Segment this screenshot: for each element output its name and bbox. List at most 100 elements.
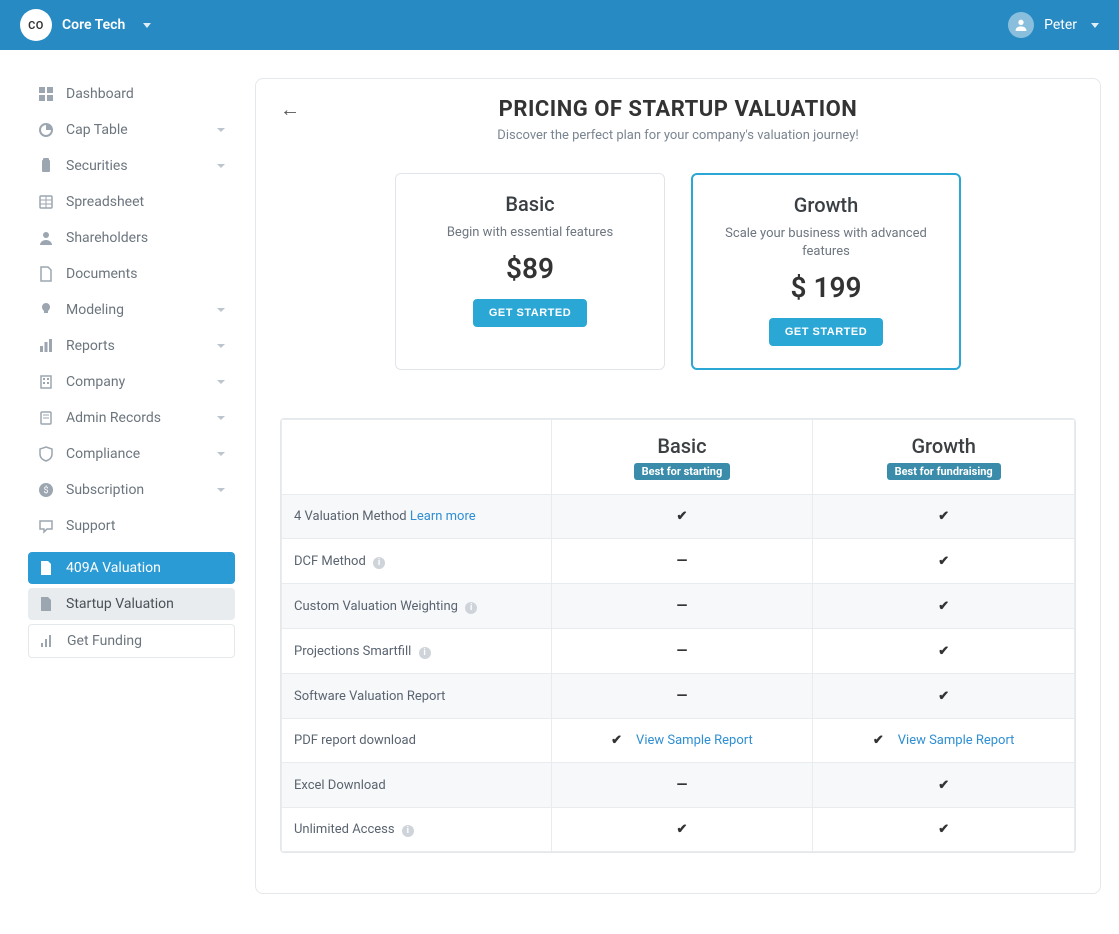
- company-icon: [38, 374, 54, 390]
- plan-name: Growth: [709, 193, 943, 217]
- plan-desc: Scale your business with advanced featur…: [709, 225, 943, 261]
- sidebar-item-cap-table[interactable]: Cap Table: [28, 114, 235, 146]
- user-menu[interactable]: Peter: [1008, 12, 1099, 38]
- plan-price: $89: [412, 252, 648, 285]
- support-icon: [38, 518, 54, 534]
- securities-icon: [38, 158, 54, 174]
- svg-text:$: $: [43, 485, 48, 496]
- sidebar-item-dashboard[interactable]: Dashboard: [28, 78, 235, 110]
- compare-col-growth: Growth Best for fundraising: [813, 420, 1075, 495]
- plan-price: $ 199: [709, 271, 943, 304]
- sidebar-item-modeling[interactable]: Modeling: [28, 294, 235, 326]
- feature-label: 4 Valuation Method: [294, 509, 407, 524]
- table-row: Excel Download: [282, 763, 1075, 808]
- feature-label: Custom Valuation Weighting: [294, 599, 458, 614]
- sidebar-item-label: Support: [66, 518, 225, 534]
- chevron-down-icon: [217, 488, 225, 492]
- compliance-icon: [38, 446, 54, 462]
- table-row: DCF Method i: [282, 539, 1075, 584]
- chevron-down-icon: [217, 452, 225, 456]
- sidebar-item-shareholders[interactable]: Shareholders: [28, 222, 235, 254]
- sidebar-item-admin-records[interactable]: Admin Records: [28, 402, 235, 434]
- sidebar-item-409a[interactable]: 409A Valuation: [28, 552, 235, 584]
- plan-name: Basic: [412, 192, 648, 216]
- topbar: CO Core Tech Peter: [0, 0, 1119, 50]
- subscription-icon: $: [38, 482, 54, 498]
- table-row: 4 Valuation Method Learn more: [282, 495, 1075, 539]
- chevron-down-icon: [217, 344, 225, 348]
- get-started-button[interactable]: GET STARTED: [473, 299, 587, 327]
- org-switcher[interactable]: CO Core Tech: [20, 9, 151, 41]
- sidebar-item-label: Securities: [66, 158, 217, 174]
- minus-icon: [677, 598, 688, 614]
- back-arrow-icon[interactable]: ←: [280, 97, 304, 122]
- check-icon: [611, 733, 622, 748]
- feature-label: Projections Smartfill: [294, 644, 411, 659]
- cap-table-icon: [38, 122, 54, 138]
- org-avatar: CO: [20, 9, 52, 41]
- admin-records-icon: [38, 410, 54, 426]
- chevron-down-icon: [217, 128, 225, 132]
- pricing-plans: Basic Begin with essential features $89 GET…: [280, 173, 1076, 370]
- user-name: Peter: [1044, 17, 1077, 33]
- feature-label: DCF Method: [294, 554, 366, 569]
- sidebar-item-support[interactable]: Support: [28, 510, 235, 542]
- sidebar: Dashboard Cap Table Securities Spreadsheet S…: [0, 50, 255, 934]
- comparison-table: Basic Best for starting Growth Best for …: [280, 418, 1076, 853]
- sidebar-item-label: Documents: [66, 266, 225, 282]
- sidebar-item-startup-valuation[interactable]: Startup Valuation: [28, 588, 235, 620]
- sidebar-item-label: Modeling: [66, 302, 217, 318]
- user-avatar-icon: [1008, 12, 1034, 38]
- sidebar-item-compliance[interactable]: Compliance: [28, 438, 235, 470]
- sidebar-item-label: Spreadsheet: [66, 194, 225, 210]
- info-icon[interactable]: i: [373, 557, 385, 569]
- doc-icon: [38, 596, 54, 612]
- sidebar-item-subscription[interactable]: $ Subscription: [28, 474, 235, 506]
- info-icon[interactable]: i: [465, 602, 477, 614]
- table-row: PDF report downloadView Sample ReportVie…: [282, 719, 1075, 763]
- sidebar-item-label: Subscription: [66, 482, 217, 498]
- plan-desc: Begin with essential features: [412, 224, 648, 242]
- doc-icon: [38, 560, 54, 576]
- sidebar-item-label: Admin Records: [66, 410, 217, 426]
- info-icon[interactable]: i: [419, 647, 431, 659]
- sidebar-item-documents[interactable]: Documents: [28, 258, 235, 290]
- documents-icon: [38, 266, 54, 282]
- feature-label: Unlimited Access: [294, 822, 395, 837]
- compare-col-badge: Best for starting: [634, 463, 731, 480]
- sidebar-item-label: Dashboard: [66, 86, 225, 102]
- dashboard-icon: [38, 86, 54, 102]
- org-name: Core Tech: [62, 17, 125, 33]
- compare-col-title: Basic: [564, 434, 801, 458]
- funding-icon: [39, 633, 55, 649]
- sidebar-item-get-funding[interactable]: Get Funding: [28, 624, 235, 658]
- check-icon: [938, 554, 949, 569]
- table-row: Unlimited Access i: [282, 808, 1075, 852]
- sidebar-item-spreadsheet[interactable]: Spreadsheet: [28, 186, 235, 218]
- sidebar-item-label: Get Funding: [67, 633, 224, 649]
- check-icon: [938, 689, 949, 704]
- pricing-card: ← PRICING OF STARTUP VALUATION Discover …: [255, 78, 1101, 894]
- info-icon[interactable]: i: [402, 825, 414, 837]
- sidebar-item-reports[interactable]: Reports: [28, 330, 235, 362]
- sidebar-item-securities[interactable]: Securities: [28, 150, 235, 182]
- view-sample-report-link[interactable]: View Sample Report: [898, 733, 1015, 748]
- sidebar-item-label: Company: [66, 374, 217, 390]
- chevron-down-icon: [217, 416, 225, 420]
- shareholders-icon: [38, 230, 54, 246]
- plan-basic: Basic Begin with essential features $89 GET…: [395, 173, 665, 370]
- page-subtitle: Discover the perfect plan for your compa…: [304, 128, 1052, 143]
- compare-col-title: Growth: [825, 434, 1062, 458]
- sidebar-item-label: Startup Valuation: [66, 596, 225, 612]
- check-icon: [938, 509, 949, 524]
- learn-more-link[interactable]: Learn more: [410, 509, 476, 524]
- check-icon: [873, 733, 884, 748]
- get-started-button[interactable]: GET STARTED: [769, 318, 883, 346]
- sidebar-item-company[interactable]: Company: [28, 366, 235, 398]
- view-sample-report-link[interactable]: View Sample Report: [636, 733, 753, 748]
- minus-icon: [677, 777, 688, 793]
- compare-col-basic: Basic Best for starting: [551, 420, 813, 495]
- sidebar-item-label: Reports: [66, 338, 217, 354]
- spreadsheet-icon: [38, 194, 54, 210]
- table-row: Custom Valuation Weighting i: [282, 584, 1075, 629]
